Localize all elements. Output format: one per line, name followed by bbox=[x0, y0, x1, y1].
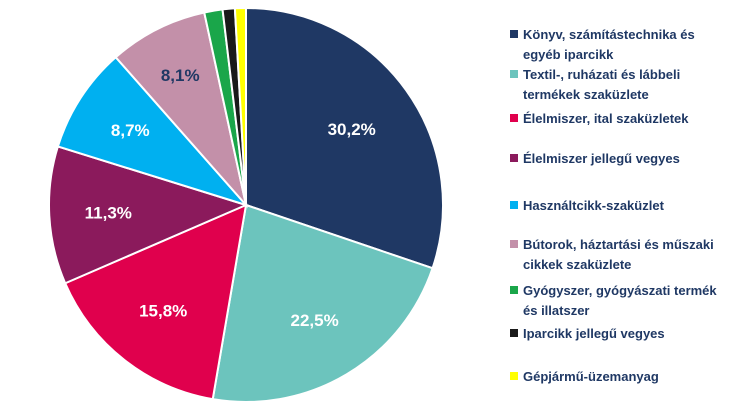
pie-slice bbox=[245, 6, 444, 270]
legend-label: Bútorok, háztartási és műszaki bbox=[523, 237, 714, 252]
legend-item: Élelmiszer, ital szaküzletek bbox=[510, 111, 689, 126]
legend-item: Élelmiszer jellegű vegyes bbox=[510, 151, 680, 166]
legend-label: cikkek szaküzlete bbox=[523, 257, 631, 272]
legend-item: Bútorok, háztartási és műszaki cikkek sza… bbox=[510, 237, 714, 272]
pie-slice-label: 22,5% bbox=[290, 311, 338, 330]
pie-slice bbox=[114, 11, 248, 209]
legend-item: Iparcikk jellegű vegyes bbox=[510, 326, 665, 341]
legend-label: termékek szaküzlete bbox=[523, 87, 649, 102]
legend-label: Könyv, számítástechnika és bbox=[523, 27, 695, 42]
legend: Könyv, számítástechnika és egyéb iparcikk… bbox=[510, 27, 717, 384]
legend-swatch bbox=[510, 70, 518, 78]
legend-swatch bbox=[510, 329, 518, 337]
pie-slice-label: 8,1% bbox=[161, 66, 200, 85]
legend-swatch bbox=[510, 114, 518, 122]
pie-slice bbox=[48, 145, 249, 285]
pie-slice-label: 8,7% bbox=[111, 121, 150, 140]
legend-label: Használtcikk-szaküzlet bbox=[523, 198, 665, 213]
legend-swatch bbox=[510, 154, 518, 162]
legend-item: Könyv, számítástechnika és egyéb iparcikk bbox=[510, 27, 695, 62]
legend-label: Iparcikk jellegű vegyes bbox=[523, 326, 665, 341]
legend-label: Gépjármű-üzemanyag bbox=[523, 369, 659, 384]
legend-swatch bbox=[510, 240, 518, 248]
legend-label: és illatszer bbox=[523, 303, 590, 318]
legend-label: egyéb iparcikk bbox=[523, 47, 614, 62]
legend-item: Textil-, ruházati és lábbeli termékek sza… bbox=[510, 67, 680, 102]
legend-swatch bbox=[510, 201, 518, 209]
pie-slice bbox=[63, 203, 248, 401]
legend-swatch bbox=[510, 372, 518, 380]
pie-slice bbox=[56, 55, 250, 208]
pie-slice-labels: 30,2% 22,5% 15,8% 11,3% 8,7% 8,1% bbox=[85, 66, 376, 330]
pie-slices bbox=[48, 6, 444, 403]
legend-swatch bbox=[510, 286, 518, 294]
legend-item: Gyógyszer, gyógyászati termék és illatsze… bbox=[510, 283, 717, 318]
pie-slice bbox=[233, 6, 247, 206]
pie-slice-label: 30,2% bbox=[328, 120, 376, 139]
legend-label: Gyógyszer, gyógyászati termék bbox=[523, 283, 717, 298]
legend-item: Gépjármű-üzemanyag bbox=[510, 369, 659, 384]
pie-slice-label: 15,8% bbox=[139, 301, 187, 320]
legend-label: Élelmiszer, ital szaküzletek bbox=[523, 111, 689, 126]
legend-label: Élelmiszer jellegű vegyes bbox=[523, 151, 680, 166]
pie-slice bbox=[211, 203, 434, 403]
legend-item: Használtcikk-szaküzlet bbox=[510, 198, 665, 213]
legend-swatch bbox=[510, 30, 518, 38]
pie-slice-label: 11,3% bbox=[85, 203, 132, 222]
legend-label: Textil-, ruházati és lábbeli bbox=[523, 67, 680, 82]
